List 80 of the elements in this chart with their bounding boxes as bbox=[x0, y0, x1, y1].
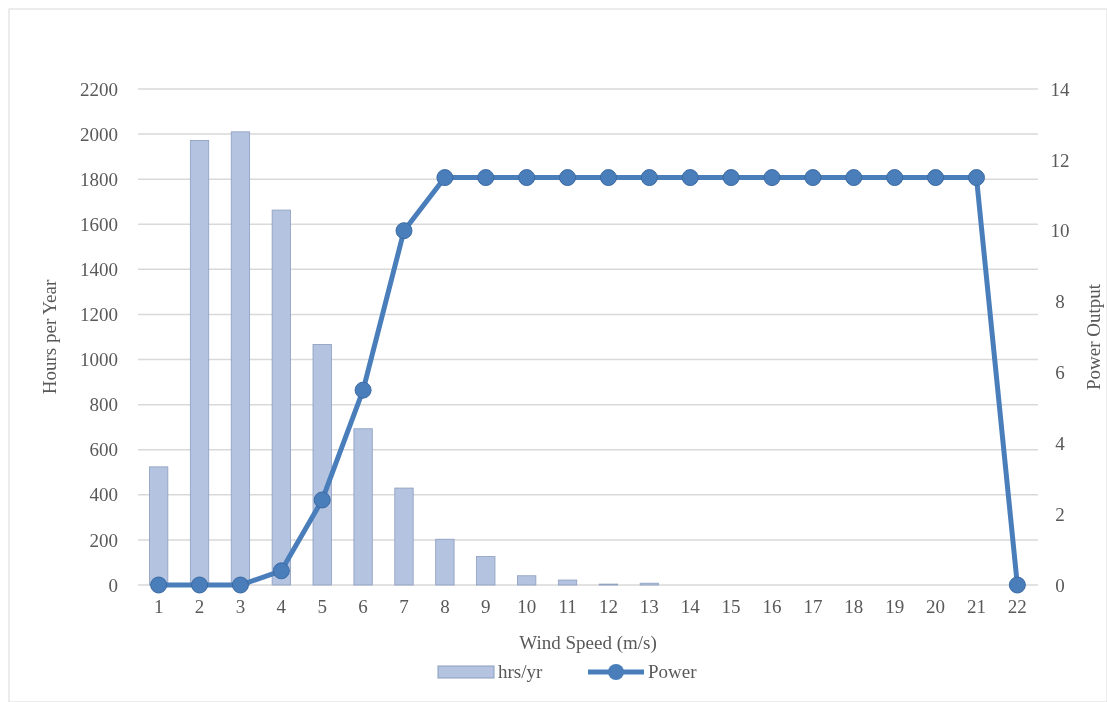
legend-label: Power bbox=[648, 661, 698, 682]
y-tick-label: 1200 bbox=[80, 304, 118, 326]
y-tick-label: 2000 bbox=[80, 123, 118, 145]
bar bbox=[312, 344, 332, 586]
point bbox=[477, 169, 495, 187]
x-tick-label: 21 bbox=[966, 596, 986, 617]
y2-tick-label: 10 bbox=[1050, 220, 1070, 242]
bar bbox=[435, 538, 455, 586]
x-tick-label: 18 bbox=[844, 596, 864, 617]
bar bbox=[557, 579, 578, 586]
x-tick-label: 7 bbox=[399, 596, 409, 617]
x-tick-label: 8 bbox=[440, 596, 450, 617]
legend-label: hrs/yr bbox=[498, 661, 543, 682]
y-tick-label: 0 bbox=[108, 574, 118, 596]
point bbox=[967, 169, 985, 187]
x-tick-label: 22 bbox=[1007, 596, 1027, 617]
y2-axis-title: Power Output bbox=[1083, 283, 1104, 391]
y2-tick-label: 4 bbox=[1055, 432, 1066, 454]
point bbox=[681, 169, 699, 187]
y-tick-label: 1600 bbox=[80, 213, 118, 235]
point bbox=[395, 222, 413, 240]
bar bbox=[476, 556, 496, 586]
point bbox=[640, 169, 658, 187]
x-tick-label: 15 bbox=[721, 596, 741, 617]
bar bbox=[149, 466, 169, 586]
x-tick-label: 5 bbox=[317, 596, 327, 617]
x-tick-label: 4 bbox=[276, 596, 287, 617]
point bbox=[927, 169, 945, 187]
x-tick-label: 17 bbox=[803, 596, 823, 617]
bar bbox=[271, 209, 291, 586]
y-tick-label: 800 bbox=[89, 394, 118, 416]
x-tick-label: 20 bbox=[926, 596, 946, 617]
x-tick-label: 3 bbox=[235, 596, 246, 617]
point bbox=[763, 169, 781, 187]
x-tick-label: 16 bbox=[762, 596, 782, 617]
point bbox=[886, 169, 904, 187]
point bbox=[722, 169, 740, 187]
bar bbox=[189, 140, 210, 586]
point bbox=[845, 169, 863, 187]
x-axis-title: Wind Speed (m/s) bbox=[519, 632, 657, 654]
x-tick-label: 12 bbox=[598, 596, 618, 617]
y-tick-label: 200 bbox=[89, 529, 118, 551]
point bbox=[150, 576, 168, 594]
y-tick-label: 400 bbox=[89, 484, 118, 506]
point bbox=[559, 169, 577, 187]
y2-tick-label: 8 bbox=[1055, 291, 1065, 313]
point bbox=[231, 576, 249, 594]
x-tick-label: 11 bbox=[558, 596, 577, 617]
point bbox=[436, 169, 454, 187]
y-tick-label: 1800 bbox=[80, 168, 118, 190]
y2-tick-label: 6 bbox=[1055, 362, 1065, 384]
point bbox=[1008, 576, 1026, 594]
y2-tick-label: 0 bbox=[1055, 574, 1065, 596]
x-tick-label: 19 bbox=[885, 596, 905, 617]
point bbox=[354, 381, 372, 399]
y-tick-label: 600 bbox=[89, 439, 118, 461]
x-tick-label: 6 bbox=[358, 596, 368, 617]
point bbox=[518, 169, 536, 187]
point bbox=[191, 576, 209, 594]
y-tick-label: 1400 bbox=[80, 259, 118, 281]
y-tick-label: 2200 bbox=[80, 78, 118, 100]
x-tick-label: 13 bbox=[639, 596, 659, 617]
x-tick-label: 14 bbox=[680, 596, 701, 617]
point bbox=[804, 169, 822, 187]
y-axis-title: Hours per Year bbox=[39, 279, 60, 395]
bar bbox=[353, 428, 373, 586]
bar bbox=[517, 575, 537, 586]
x-tick-label: 1 bbox=[153, 596, 164, 617]
x-tick-label: 10 bbox=[517, 596, 537, 617]
point bbox=[313, 491, 331, 509]
point bbox=[599, 169, 617, 187]
x-tick-label: 9 bbox=[481, 596, 491, 617]
y2-tick-label: 12 bbox=[1050, 149, 1070, 171]
y-tick-label: 1000 bbox=[80, 349, 118, 371]
bar bbox=[394, 487, 414, 586]
bar bbox=[230, 131, 251, 586]
y2-tick-label: 2 bbox=[1055, 503, 1065, 525]
point bbox=[272, 562, 290, 580]
y2-tick-label: 14 bbox=[1050, 78, 1070, 100]
x-tick-label: 2 bbox=[194, 596, 205, 617]
